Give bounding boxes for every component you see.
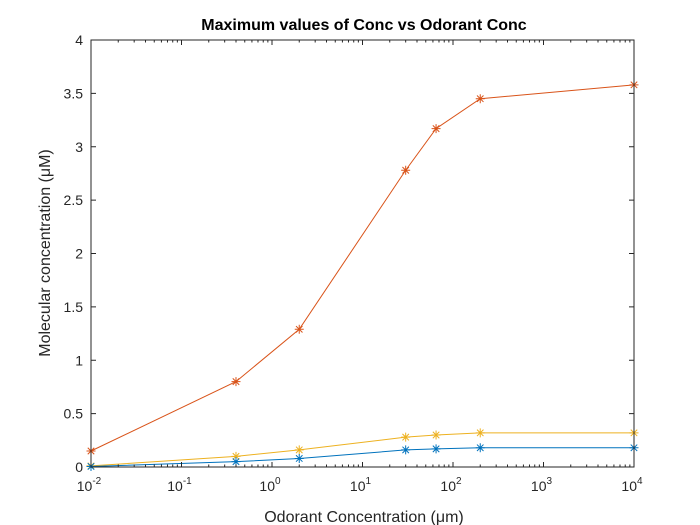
- y-axis-label: Molecular concentration (μM): [37, 149, 54, 357]
- x-tick-label: 10-2: [77, 476, 102, 494]
- series-2-point: [231, 451, 241, 461]
- x-axis-label: Odorant Concentration (μm): [264, 509, 464, 525]
- y-tick-label: 3.5: [64, 85, 84, 101]
- y-tick-label: 3: [75, 139, 83, 155]
- x-tick-label: 102: [440, 476, 462, 494]
- x-tick-label: 103: [531, 476, 553, 494]
- x-tick-label: 10-1: [167, 476, 192, 494]
- series-3-point: [294, 453, 304, 463]
- series-2-point: [475, 428, 485, 438]
- y-axis-ticks: 0 0.5 1 1.5 2 2.5 3 3.5 4: [64, 32, 634, 475]
- x-tick-label: 104: [621, 476, 643, 494]
- series-2-point: [431, 430, 441, 440]
- y-tick-label: 1.5: [64, 299, 84, 315]
- y-tick-label: 0.5: [64, 406, 84, 422]
- series-2-point: [294, 445, 304, 455]
- series-3-point: [475, 443, 485, 453]
- series-3-point: [431, 444, 441, 454]
- plot-area: [91, 40, 634, 467]
- y-tick-label: 2: [75, 246, 83, 262]
- series-1-point: [401, 165, 411, 175]
- series-3-point: [231, 457, 241, 467]
- chart-title: Maximum values of Conc vs Odorant Conc: [201, 17, 527, 34]
- series-1-point: [231, 377, 241, 387]
- x-axis-ticks: 10-2 10-1 100 101 102 103 104: [77, 40, 643, 494]
- x-tick-label: 101: [350, 476, 372, 494]
- x-tick-label: 100: [259, 476, 281, 494]
- series-2-point: [401, 432, 411, 442]
- y-tick-label: 0: [75, 459, 83, 475]
- series-3-point: [401, 445, 411, 455]
- y-tick-label: 1: [75, 352, 83, 368]
- series-1-point: [294, 324, 304, 334]
- series-1-point: [475, 94, 485, 104]
- y-tick-label: 2.5: [64, 192, 84, 208]
- series-1-point: [431, 124, 441, 134]
- y-tick-label: 4: [75, 32, 83, 48]
